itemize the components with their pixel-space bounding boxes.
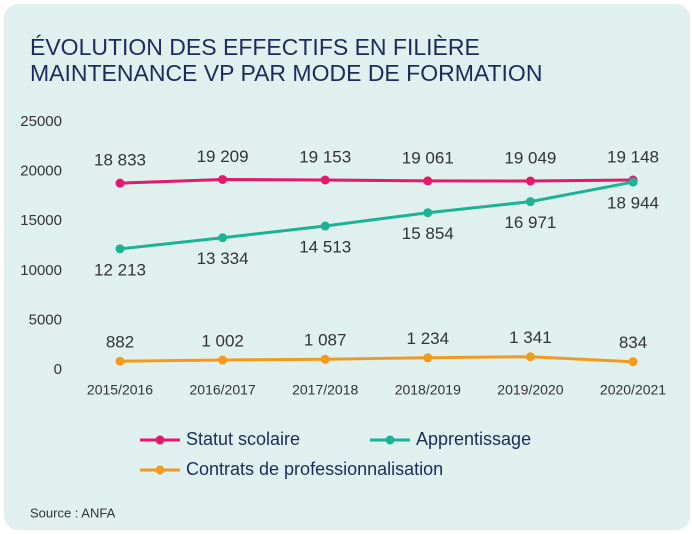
data-label: 1 234	[407, 329, 450, 348]
data-label: 19 209	[197, 147, 249, 166]
data-label: 18 833	[94, 151, 146, 170]
y-tick-label: 10000	[20, 262, 62, 279]
data-label: 1 087	[304, 331, 347, 350]
legend-label: Statut scolaire	[186, 429, 300, 449]
data-label: 834	[619, 333, 647, 352]
y-tick-label: 5000	[29, 311, 62, 328]
chart-title: ÉVOLUTION DES EFFECTIFS EN FILIÈRE MAINT…	[30, 34, 543, 86]
legend-label: Apprentissage	[416, 429, 531, 449]
data-label: 13 334	[197, 249, 249, 268]
point	[320, 221, 330, 231]
data-label: 19 049	[504, 149, 556, 168]
point	[525, 352, 535, 362]
x-tick-label: 2015/2016	[87, 382, 153, 398]
point	[218, 174, 228, 184]
data-label: 15 854	[402, 224, 454, 243]
point	[423, 353, 433, 363]
point	[320, 175, 330, 185]
series-line	[119, 177, 634, 185]
data-label: 1 002	[201, 332, 244, 351]
point	[320, 354, 330, 364]
point	[423, 208, 433, 218]
x-tick-label: 2018/2019	[395, 382, 461, 398]
x-tick-label: 2016/2017	[190, 382, 256, 398]
data-label: 19 061	[402, 148, 454, 167]
series-line	[119, 355, 634, 364]
x-tick-label: 2020/2021	[600, 382, 666, 398]
data-label: 12 213	[94, 260, 146, 279]
point	[115, 356, 125, 366]
data-label: 19 148	[607, 148, 659, 167]
x-tick-label: 2019/2020	[497, 382, 563, 398]
point	[423, 176, 433, 186]
point	[525, 176, 535, 186]
series-line	[119, 180, 634, 251]
point	[218, 355, 228, 365]
point	[525, 197, 535, 207]
data-label: 882	[106, 333, 134, 352]
point	[115, 178, 125, 188]
data-label: 1 341	[509, 328, 552, 347]
point	[628, 177, 638, 187]
point	[628, 357, 638, 367]
y-tick-label: 25000	[20, 113, 62, 130]
card	[4, 4, 690, 530]
x-tick-label: 2017/2018	[292, 382, 358, 398]
legend-marker	[155, 435, 165, 445]
legend-marker	[385, 435, 395, 445]
data-label: 16 971	[504, 213, 556, 232]
data-label: 14 513	[299, 238, 351, 257]
point	[218, 233, 228, 243]
legend-label: Contrats de professionnalisation	[186, 459, 443, 479]
y-tick-label: 20000	[20, 163, 62, 180]
data-label: 18 944	[607, 194, 659, 213]
y-tick-label: 15000	[20, 212, 62, 229]
source: Source : ANFA	[30, 505, 116, 520]
legend-marker	[155, 465, 165, 475]
data-label: 19 153	[299, 147, 351, 166]
y-tick-label: 0	[54, 361, 62, 378]
point	[115, 244, 125, 254]
